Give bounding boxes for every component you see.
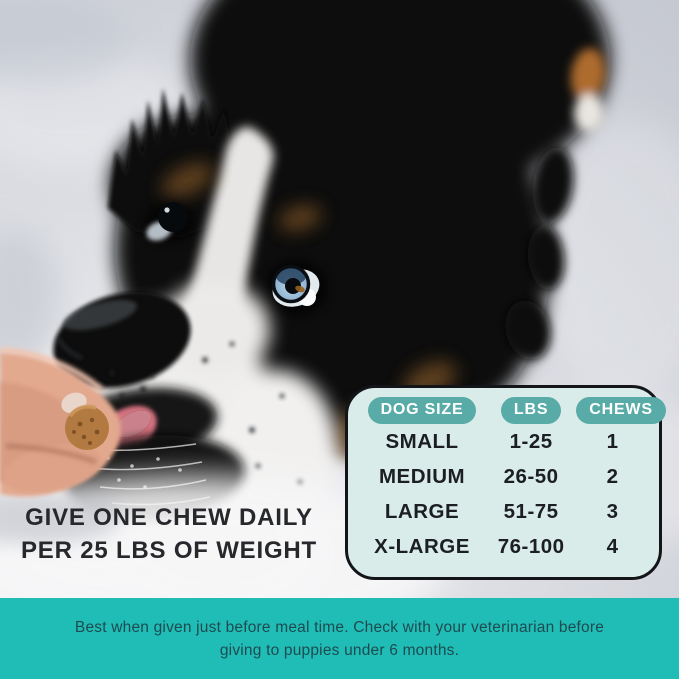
lbs-cell: 1-25 xyxy=(509,429,553,453)
size-cell: SMALL xyxy=(385,429,459,453)
dog-left-eye xyxy=(144,202,196,242)
headline: GIVE ONE CHEW DAILY PER 25 LBS OF WEIGHT xyxy=(18,501,320,567)
size-cell: LARGE xyxy=(384,499,460,523)
table-row: LARGE 51-75 3 xyxy=(358,494,649,529)
chews-cell: 3 xyxy=(606,499,619,523)
dog-photo xyxy=(0,0,679,598)
dog-ear-icon xyxy=(108,88,238,238)
lbs-cell: 26-50 xyxy=(503,464,559,488)
dog-nose-icon xyxy=(53,292,191,388)
dosage-table-card: DOG SIZE LBS CHEWS SMALL 1-25 1 MEDIUM 2… xyxy=(345,385,666,580)
headline-line2: PER 25 LBS OF WEIGHT xyxy=(20,537,318,564)
lbs-cell: 76-100 xyxy=(497,534,565,558)
chew-treat xyxy=(65,404,109,450)
dog-blue-eye xyxy=(265,261,327,315)
chews-cell: 4 xyxy=(606,534,619,558)
dog-paw xyxy=(570,48,606,132)
size-cell: X-LARGE xyxy=(374,534,470,558)
footer-note-line1: Best when given just before meal time. C… xyxy=(74,618,605,636)
lbs-cell: 51-75 xyxy=(503,499,559,523)
chews-cell: 1 xyxy=(606,429,619,453)
headline-line1: GIVE ONE CHEW DAILY xyxy=(25,504,313,531)
feeding-hand xyxy=(0,347,121,544)
footer-note-line2: giving to puppies under 6 months. xyxy=(219,641,460,659)
column-header-dog-size: DOG SIZE xyxy=(367,397,477,424)
column-header-chews: CHEWS xyxy=(576,397,666,424)
table-row: X-LARGE 76-100 4 xyxy=(358,529,649,564)
size-cell: MEDIUM xyxy=(378,464,466,488)
chews-cell: 2 xyxy=(606,464,619,488)
dog-photo-illustration xyxy=(0,0,679,598)
table-header-row: DOG SIZE LBS CHEWS xyxy=(358,397,666,424)
table-row: SMALL 1-25 1 xyxy=(358,424,649,459)
footer-note-bar: Best when given just before meal time. C… xyxy=(0,598,679,679)
table-row: MEDIUM 26-50 2 xyxy=(358,459,649,494)
column-header-lbs: LBS xyxy=(500,397,562,424)
blanket-highlight xyxy=(0,475,450,598)
